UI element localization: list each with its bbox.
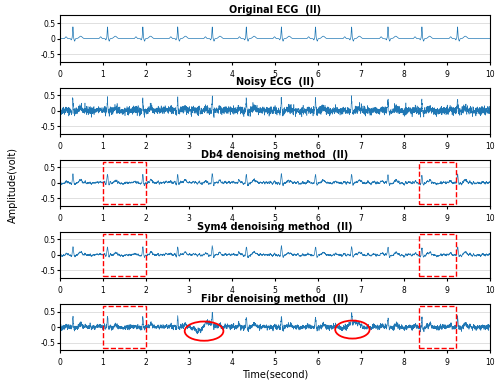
X-axis label: Time(second): Time(second) [242,370,308,380]
Bar [103,234,146,276]
Bar [419,306,456,348]
Bar [103,306,146,348]
Bar [103,162,146,204]
Bar [419,234,456,276]
Bar [419,162,456,204]
Title: Fibr denoising method  (II): Fibr denoising method (II) [201,294,349,304]
Title: Db4 denoising method  (II): Db4 denoising method (II) [202,149,348,159]
Title: Noisy ECG  (II): Noisy ECG (II) [236,77,314,87]
Title: Original ECG  (II): Original ECG (II) [229,5,321,15]
Text: Amplitude(volt): Amplitude(volt) [8,147,18,223]
Title: Sym4 denoising method  (II): Sym4 denoising method (II) [197,222,353,232]
